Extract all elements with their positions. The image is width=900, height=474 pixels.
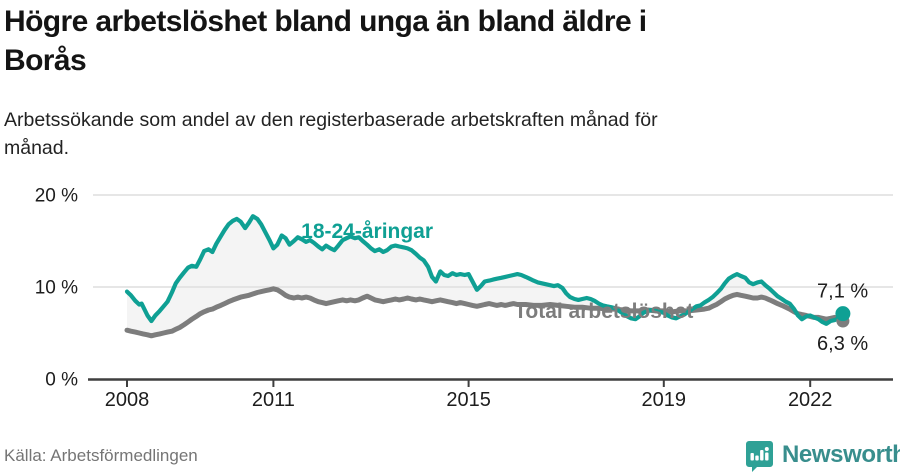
y-tick-label: 0 % bbox=[45, 370, 78, 391]
x-tick-label: 2011 bbox=[252, 389, 295, 411]
end-value-label: 7,1 % bbox=[817, 281, 868, 303]
source-note: Källa: Arbetsförmedlingen bbox=[4, 446, 198, 465]
subtitle-line-2: månad. bbox=[4, 137, 70, 159]
newsworthy-wordmark: Newsworthy bbox=[782, 441, 900, 468]
newsworthy-logo: Newsworthy bbox=[742, 438, 900, 472]
x-tick-label: 2019 bbox=[642, 389, 687, 411]
x-tick-label: 2022 bbox=[788, 389, 833, 411]
series-line bbox=[124, 286, 846, 339]
series-gap-band bbox=[127, 216, 843, 336]
series-end-dot bbox=[835, 306, 851, 322]
subtitle-line-1: Arbetssökande som andel av den registerb… bbox=[4, 109, 658, 131]
page-title: Högre arbetslöshet bland unga än bland ä… bbox=[4, 2, 896, 80]
x-tick-label: 2015 bbox=[446, 389, 491, 411]
title-line-1: Högre arbetslöshet bland unga än bland ä… bbox=[4, 5, 647, 38]
series-line bbox=[124, 214, 845, 326]
chart-subtitle: Arbetssökande som andel av den registerb… bbox=[4, 106, 864, 162]
y-tick-label: 20 % bbox=[35, 186, 78, 207]
newsworthy-speech-bubble-bar-chart-icon bbox=[746, 441, 773, 472]
y-tick-label: 10 % bbox=[35, 278, 78, 299]
x-tick-label: 2008 bbox=[105, 389, 150, 411]
series-label: Total arbetslöshet bbox=[514, 300, 693, 323]
title-line-2: Borås bbox=[4, 44, 87, 77]
end-value-label: 6,3 % bbox=[817, 333, 868, 355]
series-label: 18-24-åringar bbox=[301, 220, 433, 243]
